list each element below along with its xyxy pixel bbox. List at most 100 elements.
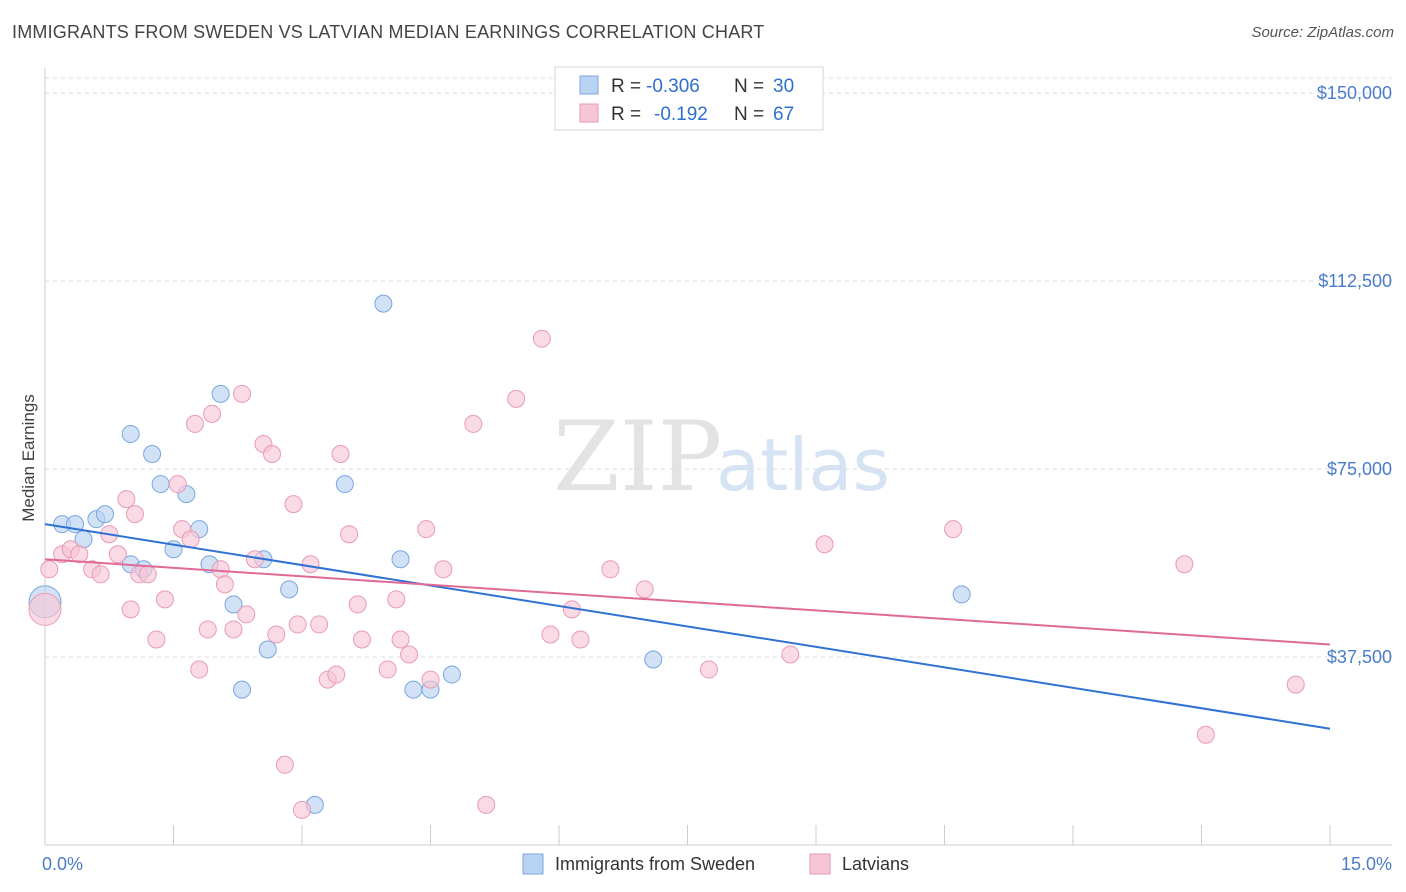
legend-n-label-latvians: N =: [734, 104, 764, 125]
point-sweden-17: [233, 680, 252, 699]
point-latvians-55: [541, 625, 560, 644]
point-latvians-39: [327, 665, 346, 684]
point-latvians-34: [288, 615, 307, 634]
trend-lines: [44, 523, 1331, 730]
x-tick-labels: 0.0% 15.0%: [42, 854, 1392, 874]
legend-r-value-sweden: -0.306: [646, 76, 700, 97]
trend-line-sweden: [44, 523, 1331, 730]
y-tick-label-2: $112,500: [1318, 271, 1392, 291]
trend-line-latvians: [44, 558, 1331, 646]
point-latvians-65: [1196, 725, 1215, 744]
point-latvians-54: [532, 329, 551, 348]
point-latvians-57: [571, 630, 590, 649]
point-latvians-40: [331, 444, 350, 463]
point-latvians-26: [233, 384, 252, 403]
point-latvians-20: [190, 660, 209, 679]
series-legend-swatch-sweden: [522, 853, 544, 875]
y-tick-label-1: $75,000: [1327, 459, 1392, 479]
point-sweden-6: [121, 424, 140, 443]
point-latvians-30: [263, 444, 282, 463]
point-latvians-1: [40, 560, 59, 579]
legend-swatch-latvians: [579, 103, 599, 123]
watermark-atlas: atlas: [716, 423, 890, 507]
point-latvians-13: [138, 565, 157, 584]
y-tick-label-0: $37,500: [1327, 647, 1392, 667]
point-latvians-51: [464, 414, 483, 433]
series-legend-swatch-latvians: [809, 853, 831, 875]
point-sweden-22: [335, 475, 354, 494]
legend-n-value-latvians: 67: [773, 104, 794, 125]
point-latvians-16: [168, 475, 187, 494]
point-latvians-53: [507, 389, 526, 408]
watermark: ZIP atlas: [553, 401, 890, 513]
point-latvians-50: [434, 560, 453, 579]
point-latvians-66: [1286, 675, 1305, 694]
point-sweden-9: [143, 444, 162, 463]
point-latvians-52: [477, 795, 496, 814]
point-latvians-32: [275, 755, 294, 774]
point-latvians-35: [293, 800, 311, 819]
series-legend-label-sweden: Immigrants from Sweden: [555, 854, 755, 874]
point-latvians-46: [391, 630, 410, 649]
point-sweden-15: [211, 384, 230, 403]
x-tick-label-0: 0.0%: [42, 854, 83, 874]
point-latvians-59: [635, 580, 654, 599]
point-latvians-4: [70, 545, 89, 564]
point-sweden-29: [952, 585, 971, 604]
source-note: Source: ZipAtlas.com: [1251, 24, 1394, 41]
point-latvians-64: [1175, 555, 1194, 574]
point-sweden-20: [280, 580, 299, 599]
point-latvians-61: [781, 645, 800, 664]
point-latvians-11: [125, 505, 144, 524]
point-sweden-10: [151, 475, 170, 494]
point-latvians-18: [181, 530, 200, 549]
watermark-zip: ZIP: [553, 401, 722, 513]
legend-n-label-sweden: N =: [734, 76, 764, 97]
point-latvians-41: [340, 525, 359, 544]
point-latvians-21: [198, 620, 217, 639]
point-sweden-5: [95, 505, 114, 524]
y-tick-label-3: $150,000: [1317, 83, 1392, 103]
point-latvians-37: [310, 615, 329, 634]
point-latvians-36: [301, 555, 320, 574]
point-latvians-43: [352, 630, 371, 649]
y-axis-label: Median Earnings: [19, 394, 38, 522]
data-points: [28, 294, 1305, 819]
point-latvians-15: [155, 590, 174, 609]
point-sweden-23: [374, 294, 393, 313]
point-latvians-47: [400, 645, 419, 664]
point-latvians-44: [378, 660, 397, 679]
legend-r-label-sweden: R =: [611, 76, 641, 97]
point-latvians-9: [117, 490, 136, 509]
chart-title: IMMIGRANTS FROM SWEDEN VS LATVIAN MEDIAN…: [12, 22, 765, 42]
point-latvians-0: [28, 592, 62, 626]
point-latvians-45: [387, 590, 406, 609]
point-latvians-14: [147, 630, 166, 649]
point-sweden-27: [442, 665, 461, 684]
point-latvians-48: [417, 520, 436, 539]
stats-legend-box: [554, 66, 824, 131]
point-sweden-28: [644, 650, 663, 669]
point-latvians-24: [215, 575, 234, 594]
legend-swatch-sweden: [579, 75, 599, 95]
series-sweden: [28, 294, 971, 814]
stats-legend: R = -0.306 N = 30 R = -0.192 N = 67: [554, 66, 824, 131]
point-latvians-10: [121, 600, 140, 619]
axes: [44, 68, 1392, 846]
legend-r-label-latvians: R =: [611, 104, 641, 125]
y-tick-labels: $37,500 $75,000 $112,500 $150,000: [1317, 83, 1392, 667]
point-sweden-19: [258, 640, 277, 659]
point-latvians-49: [421, 670, 440, 689]
series-legend: Immigrants from Sweden Latvians: [522, 853, 909, 875]
point-latvians-60: [699, 660, 718, 679]
point-latvians-19: [185, 414, 204, 433]
series-legend-label-latvians: Latvians: [842, 854, 909, 874]
point-latvians-23: [211, 560, 230, 579]
point-sweden-16: [224, 595, 243, 614]
point-latvians-8: [108, 545, 127, 564]
point-latvians-27: [237, 605, 256, 624]
point-latvians-58: [601, 560, 620, 579]
point-latvians-63: [944, 520, 963, 539]
point-latvians-6: [91, 565, 110, 584]
